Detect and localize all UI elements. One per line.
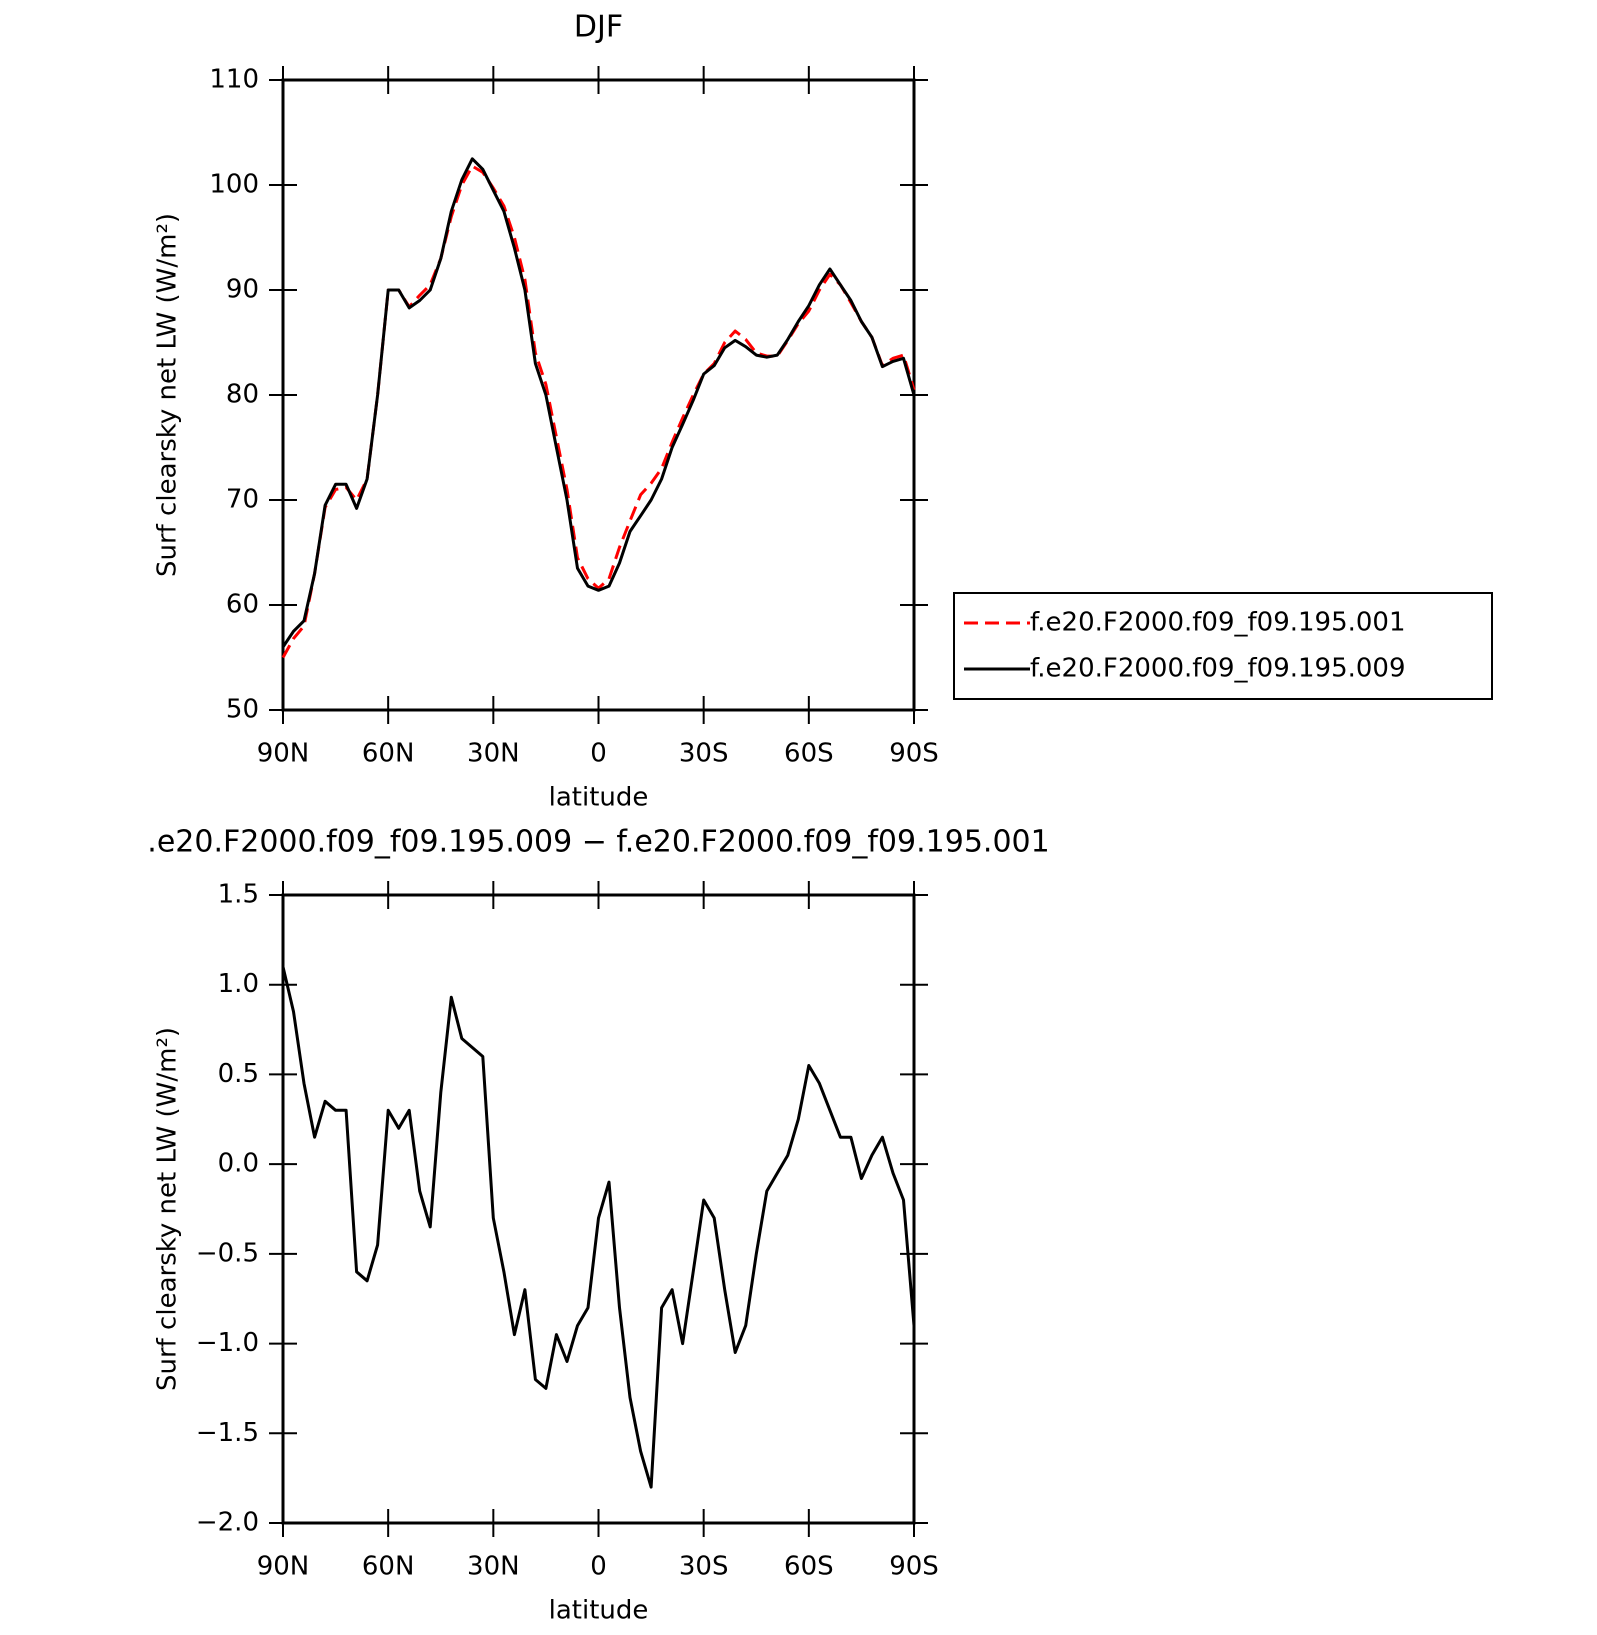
y-tick-label: 50 — [226, 695, 259, 725]
legend-box — [953, 592, 1493, 700]
legend-label: f.e20.F2000.f09_f09.195.009 — [1030, 654, 1406, 684]
x-tick-label: 30S — [679, 1552, 729, 1582]
y-tick-label: −1.5 — [196, 1418, 259, 1448]
x-tick-label: 60S — [784, 739, 834, 769]
y-axis-label: Surf clearsky net LW (W/m²) — [153, 1027, 183, 1391]
data-line — [281, 164, 916, 659]
y-tick-label: 80 — [226, 380, 259, 410]
y-tick-label: 0.5 — [218, 1059, 259, 1089]
chart-title: DJF — [574, 10, 623, 45]
x-tick-label: 90S — [889, 739, 939, 769]
y-tick-label: 1.0 — [218, 969, 259, 999]
x-tick-label: 90N — [257, 1552, 310, 1582]
y-tick-label: 100 — [209, 170, 259, 200]
y-tick-label: 90 — [226, 275, 259, 305]
x-tick-label: 30N — [467, 739, 520, 769]
x-tick-label: 60N — [362, 1552, 415, 1582]
x-tick-label: 0 — [590, 1552, 607, 1582]
x-axis-label: latitude — [549, 1596, 649, 1626]
x-tick-label: 30S — [679, 739, 729, 769]
y-tick-label: 110 — [209, 65, 259, 95]
x-tick-label: 30N — [467, 1552, 520, 1582]
data-line — [281, 966, 916, 1489]
x-tick-label: 90N — [257, 739, 310, 769]
x-tick-label: 60S — [784, 1552, 834, 1582]
x-tick-label: 90S — [889, 1552, 939, 1582]
x-tick-label: 0 — [590, 739, 607, 769]
plot-frame — [281, 893, 916, 1525]
y-tick-label: −1.0 — [196, 1328, 259, 1358]
legend-label: f.e20.F2000.f09_f09.195.001 — [1030, 608, 1406, 638]
chart-title: .e20.F2000.f09_f09.195.009 − f.e20.F2000… — [147, 825, 1049, 860]
y-tick-label: 1.5 — [218, 880, 259, 910]
data-line — [281, 157, 916, 648]
y-tick-label: 60 — [226, 590, 259, 620]
y-tick-label: 0.0 — [218, 1149, 259, 1179]
y-tick-label: −2.0 — [196, 1508, 259, 1538]
y-tick-label: −0.5 — [196, 1238, 259, 1268]
x-tick-label: 60N — [362, 739, 415, 769]
x-axis-label: latitude — [549, 783, 649, 813]
y-axis-label: Surf clearsky net LW (W/m²) — [153, 213, 183, 577]
y-tick-label: 70 — [226, 485, 259, 515]
